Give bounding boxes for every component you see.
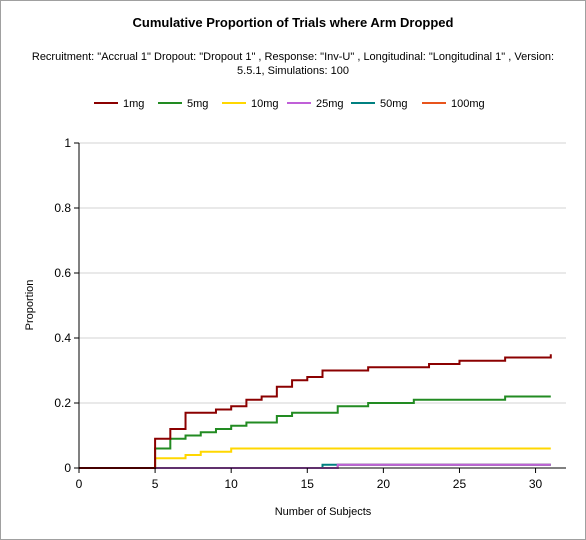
axes: 00.20.40.60.810 5 10 15 20 25 30 <box>54 136 566 491</box>
x-tick-label: 30 <box>529 477 543 491</box>
x-tick-label: 15 <box>301 477 315 491</box>
series-line-1mg <box>79 354 552 469</box>
y-tick-label: 0.8 <box>54 201 71 215</box>
x-axis-label: Number of Subjects <box>275 506 372 518</box>
y-tick-label: 0.4 <box>54 331 71 345</box>
series-line-5mg <box>79 395 551 469</box>
chart-title: Cumulative Proportion of Trials where Ar… <box>132 15 454 30</box>
x-tick-label: 20 <box>377 477 391 491</box>
y-axis-label: Proportion <box>24 280 36 331</box>
y-tick-label: 0.2 <box>54 396 71 410</box>
y-tick-label: 0.6 <box>54 266 71 280</box>
grid-lines <box>79 142 566 404</box>
x-tick-label: 10 <box>225 477 239 491</box>
chart-subtitle: Recruitment: "Accrual 1" Dropout: "Dropo… <box>31 51 555 77</box>
legend-label-25mg: 25mg <box>316 98 344 110</box>
y-tick-label: 0 <box>64 461 71 475</box>
legend-label-50mg: 50mg <box>380 98 408 110</box>
series-lines <box>79 354 552 469</box>
legend-label-1mg: 1mg <box>123 98 144 110</box>
y-tick-label: 1 <box>64 136 71 150</box>
legend: 1mg 5mg 10mg 25mg 50mg 100mg <box>94 98 485 110</box>
x-tick-label: 25 <box>453 477 467 491</box>
legend-label-5mg: 5mg <box>187 98 208 110</box>
legend-label-100mg: 100mg <box>451 98 485 110</box>
x-tick-label: 5 <box>152 477 159 491</box>
legend-label-10mg: 10mg <box>251 98 279 110</box>
x-tick-label: 0 <box>76 477 83 491</box>
